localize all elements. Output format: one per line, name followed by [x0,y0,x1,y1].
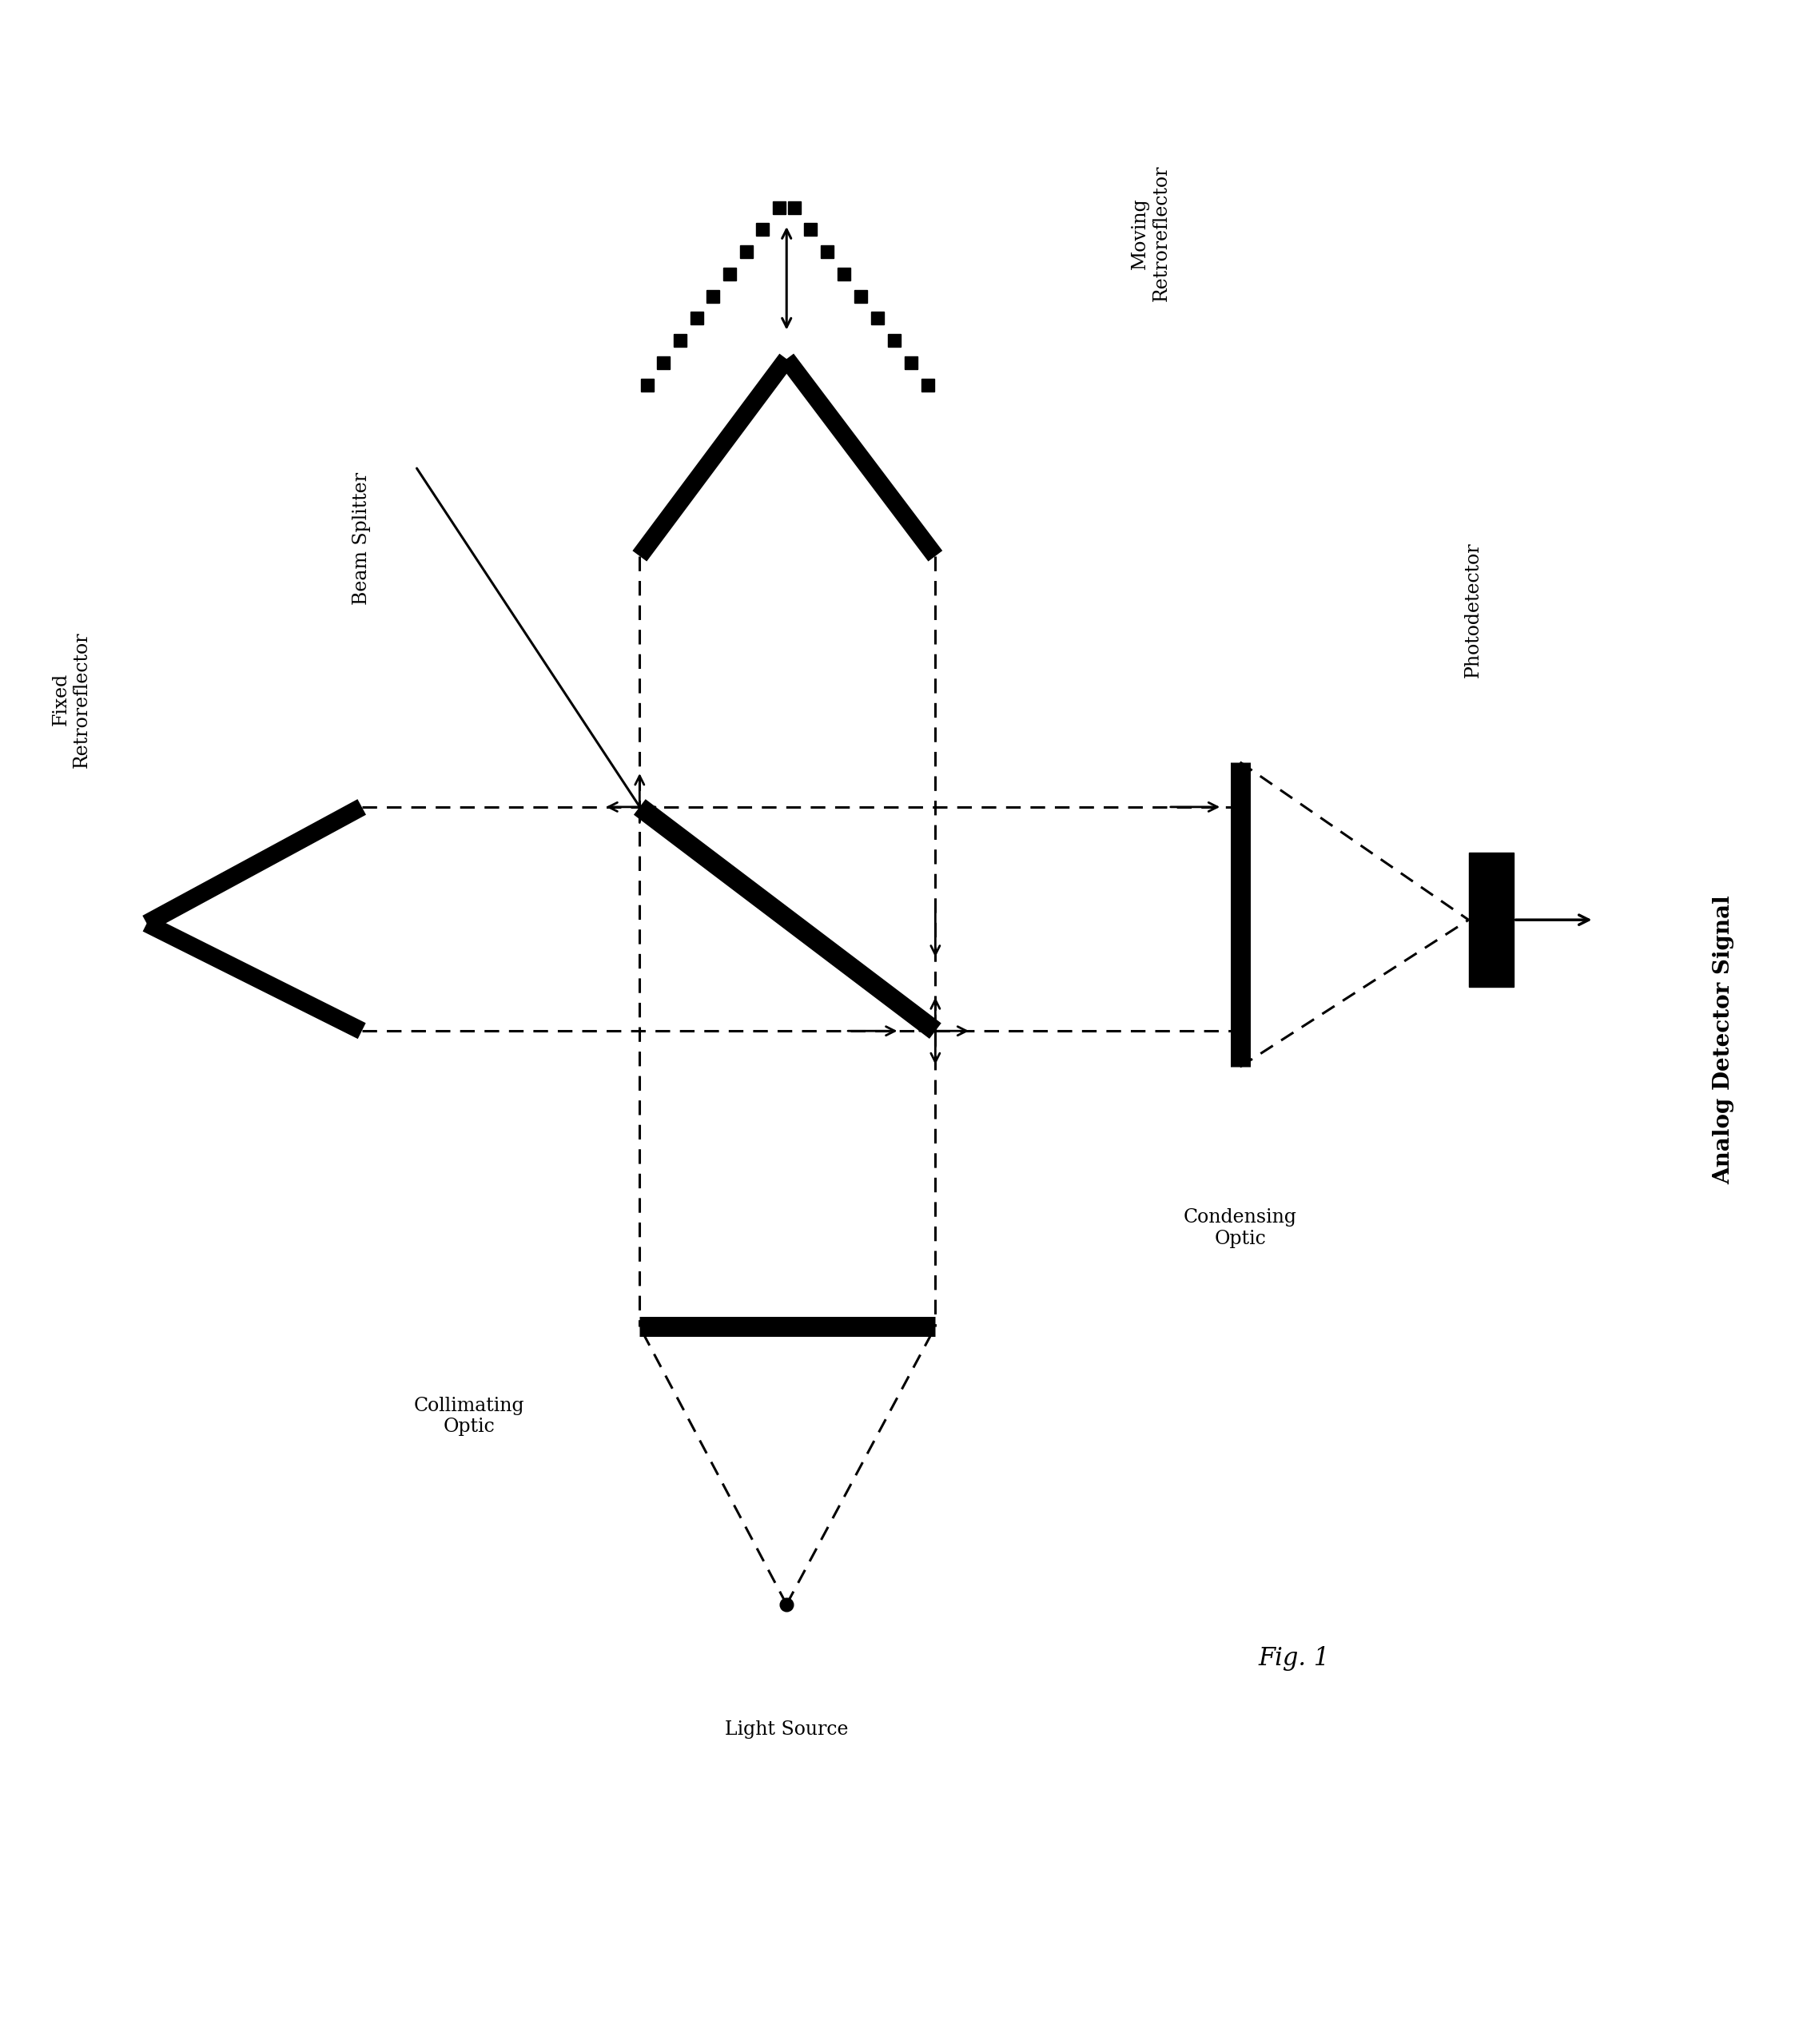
Text: Photodetector: Photodetector [1464,542,1482,679]
Text: Moving
Retroreflector: Moving Retroreflector [1130,166,1169,303]
Text: Fig. 1: Fig. 1 [1258,1645,1329,1670]
Bar [1468,852,1513,987]
Text: Collimating
Optic: Collimating Optic [414,1396,525,1437]
Text: Analog Detector Signal: Analog Detector Signal [1713,895,1734,1183]
Text: Beam Splitter: Beam Splitter [353,472,371,605]
Text: Condensing
Optic: Condensing Optic [1184,1208,1297,1249]
Text: Light Source: Light Source [725,1721,849,1739]
Text: Fixed
Retroreflector: Fixed Retroreflector [52,632,92,769]
